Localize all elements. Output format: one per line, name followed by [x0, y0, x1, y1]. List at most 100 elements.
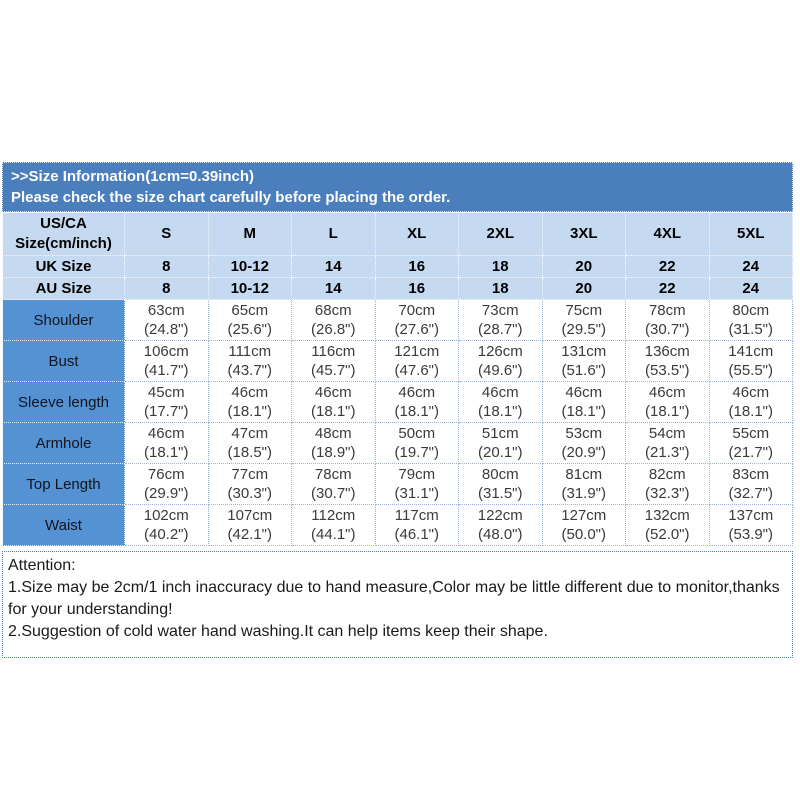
measurement-cell: 55cm (21.7") [708, 422, 793, 464]
measurement-inch: (25.6") [227, 321, 272, 338]
measurement-cm: 73cm [481, 302, 519, 319]
measurement-cell: 46cm (18.1") [207, 381, 292, 423]
measurement-cm: 48cm [314, 425, 352, 442]
measurement-cm: 112cm [311, 507, 356, 524]
title-band: >>Size Information(1cm=0.39inch) Please … [2, 162, 793, 212]
measurement-row-label: Top Length [2, 463, 125, 505]
measurement-cm: 45cm [147, 384, 185, 401]
measurement-cm: 46cm [732, 384, 770, 401]
measurement-cell: 53cm (20.9") [541, 422, 626, 464]
attention-note-1: 1.Size may be 2cm/1 inch inaccuracy due … [8, 579, 780, 618]
measurement-cell: 75cm (29.5") [541, 299, 626, 341]
measurement-cell: 132cm (52.0") [625, 504, 710, 546]
measurement-cell: 63cm (24.8") [124, 299, 209, 341]
measurement-cm: 122cm [477, 507, 523, 524]
measurement-cell: 77cm (30.3") [207, 463, 292, 505]
size-header-cell: M [207, 212, 292, 256]
measurement-cm: 83cm [732, 466, 770, 483]
measurement-cm: 65cm [231, 302, 269, 319]
measurement-cell: 47cm (18.5") [207, 422, 292, 464]
measurement-cm: 79cm [398, 466, 436, 483]
measurement-cm: 81cm [565, 466, 603, 483]
measurement-inch: (31.1") [394, 485, 439, 502]
measurement-cell: 121cm (47.6") [374, 340, 459, 382]
measurement-inch: (18.1") [728, 403, 773, 420]
measurement-cell: 46cm (18.1") [374, 381, 459, 423]
measurement-cell: 107cm (42.1") [207, 504, 292, 546]
measurement-cm: 76cm [147, 466, 185, 483]
measurement-row-label: Armhole [2, 422, 125, 464]
measurement-cm: 107cm [227, 507, 273, 524]
measurement-cell: 131cm (51.6") [541, 340, 626, 382]
measurement-cell: 46cm (18.1") [458, 381, 543, 423]
au-size-cell: 14 [291, 277, 376, 300]
measurement-row-label: Shoulder [2, 299, 125, 341]
au-size-cell: 24 [708, 277, 793, 300]
measurement-cell: 102cm (40.2") [124, 504, 209, 546]
measurement-cm: 126cm [477, 343, 523, 360]
measurement-cell: 79cm (31.1") [374, 463, 459, 505]
measurement-inch: (48.0") [477, 526, 523, 543]
au-size-cell: 20 [541, 277, 626, 300]
measurement-cell: 70cm (27.6") [374, 299, 459, 341]
uk-size-row: UK Size 8 10-12 14 16 18 20 22 24 [2, 255, 793, 278]
measurement-inch: (44.1") [310, 526, 356, 543]
measurement-inch: (27.6") [394, 321, 439, 338]
measurement-cm: 132cm [644, 507, 690, 524]
measurement-inch: (28.7") [477, 321, 523, 338]
measurement-cm: 46cm [147, 425, 185, 442]
measurement-cell: 54cm (21.3") [625, 422, 710, 464]
measurement-cell: 46cm (18.1") [541, 381, 626, 423]
measurement-inch: (49.6") [477, 362, 523, 379]
measurement-cell: 81cm (31.9") [541, 463, 626, 505]
measurement-cm: 82cm [648, 466, 686, 483]
measurement-cell: 80cm (31.5") [708, 299, 793, 341]
size-table: US/CA Size(cm/inch) S M L XL 2XL 3XL 4XL 5XL UK… [2, 212, 793, 546]
measurement-inch: (45.7") [310, 362, 356, 379]
measurement-cell: 141cm (55.5") [708, 340, 793, 382]
measurement-row: Bust 106cm (41.7") 111cm (43.7") 116cm (45.7")… [2, 340, 793, 382]
measurement-cm: 46cm [231, 384, 269, 401]
measurement-cell: 78cm (30.7") [625, 299, 710, 341]
measurement-cm: 63cm [147, 302, 185, 319]
measurement-cell: 76cm (29.9") [124, 463, 209, 505]
measurement-inch: (24.8") [143, 321, 189, 338]
measurement-cell: 112cm (44.1") [291, 504, 376, 546]
corner-header-line2: Size(cm/inch) [15, 235, 112, 252]
measurement-inch: (53.9") [728, 526, 773, 543]
size-header-cell: 5XL [708, 212, 793, 256]
measurement-row-label: Sleeve length [2, 381, 125, 423]
measurement-cm: 46cm [648, 384, 686, 401]
measurement-cell: 111cm (43.7") [207, 340, 292, 382]
measurement-cm: 131cm [561, 343, 607, 360]
measurement-row-label: Waist [2, 504, 125, 546]
measurement-cm: 68cm [314, 302, 352, 319]
size-header-row: US/CA Size(cm/inch) S M L XL 2XL 3XL 4XL 5XL [2, 212, 793, 256]
measurement-inch: (18.5") [227, 444, 272, 461]
measurement-cell: 126cm (49.6") [458, 340, 543, 382]
measurement-cell: 122cm (48.0") [458, 504, 543, 546]
measurement-cm: 51cm [481, 425, 519, 442]
measurement-cell: 78cm (30.7") [291, 463, 376, 505]
au-size-row: AU Size 8 10-12 14 16 18 20 22 24 [2, 277, 793, 300]
measurement-inch: (42.1") [227, 526, 272, 543]
measurement-cell: 137cm (53.9") [708, 504, 793, 546]
measurement-inch: (32.3") [644, 485, 690, 502]
measurement-inch: (40.2") [143, 526, 189, 543]
measurement-row: Shoulder 63cm (24.8") 65cm (25.6") 68cm (26.8"… [2, 299, 793, 341]
size-header-cell: L [291, 212, 376, 256]
measurement-cm: 78cm [314, 466, 352, 483]
measurement-cm: 127cm [561, 507, 607, 524]
measurement-inch: (18.1") [561, 403, 606, 420]
measurement-inch: (43.7") [227, 362, 272, 379]
measurement-cm: 46cm [314, 384, 352, 401]
measurement-cm: 53cm [565, 425, 603, 442]
measurement-cm: 47cm [231, 425, 269, 442]
attention-note-2: 2.Suggestion of cold water hand washing.… [8, 623, 548, 640]
measurement-cell: 48cm (18.9") [291, 422, 376, 464]
au-size-label: AU Size [2, 277, 125, 300]
uk-size-cell: 18 [458, 255, 543, 278]
size-header-cell: 3XL [541, 212, 626, 256]
measurement-inch: (18.1") [394, 403, 439, 420]
measurement-cm: 141cm [728, 343, 774, 360]
